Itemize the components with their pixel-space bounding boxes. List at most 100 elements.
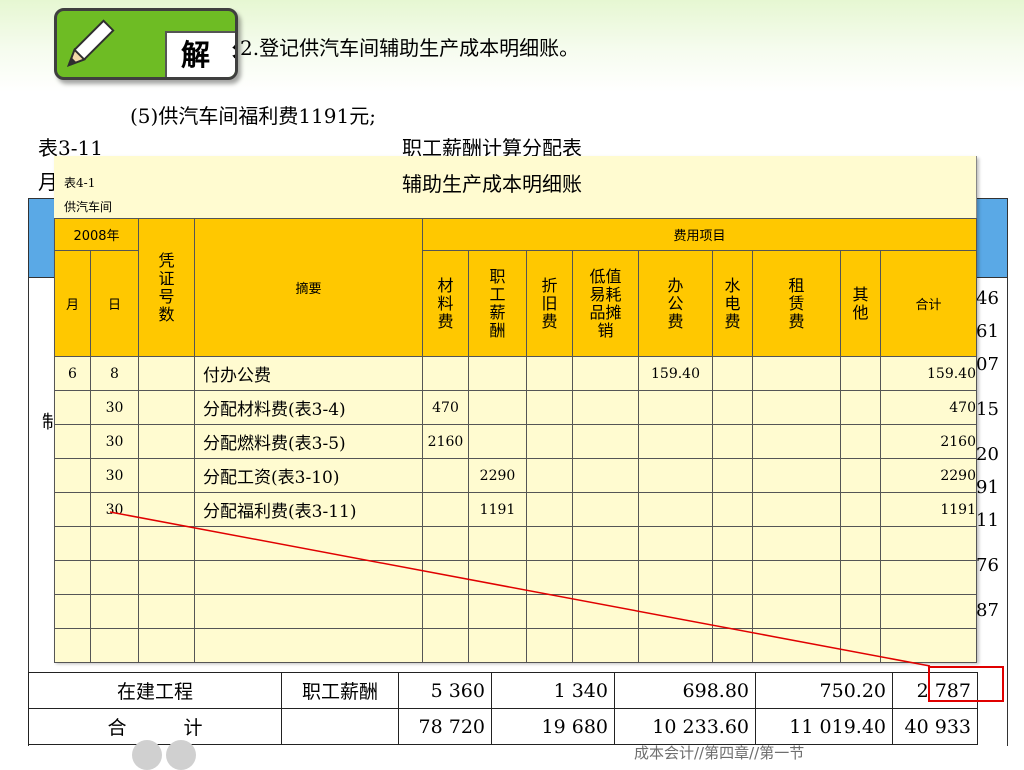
back-cell: 1 340 [491, 672, 615, 709]
cell-month [54, 390, 91, 425]
cost-items-header: 费用项目 [422, 218, 977, 251]
cell-salary: 1191 [468, 492, 527, 527]
table-row: 30 分配福利费(表3-11) 1191 1191 [54, 492, 977, 527]
cell-total [880, 560, 977, 595]
ledger-title: 辅助生产成本明细账 [402, 172, 582, 196]
year-header: 2008年 [54, 218, 139, 251]
table-row [54, 628, 977, 663]
cell-voucher [138, 628, 195, 663]
cell-total: 159.40 [880, 356, 977, 391]
cell-other [840, 628, 881, 663]
cell-total [880, 594, 977, 629]
cell-salary [468, 390, 527, 425]
back-right-num: 20 [976, 444, 999, 465]
cell-low-value [572, 492, 639, 527]
cell-day [90, 526, 139, 561]
back-right-num: 11 [976, 510, 999, 531]
cell-office [638, 628, 713, 663]
cell-other [840, 424, 881, 459]
back-cell: 40 933 [892, 708, 978, 745]
cell-voucher [138, 390, 195, 425]
cell-day [90, 560, 139, 595]
salary-header: 职工薪酬 [468, 250, 527, 357]
back-cell: 10 233.60 [614, 708, 756, 745]
cell-summary [194, 628, 423, 663]
table-row: 30 分配工资(表3-10) 2290 2290 [54, 458, 977, 493]
cell-office: 159.40 [638, 356, 713, 391]
cell-low-value [572, 424, 639, 459]
utilities-header: 水电费 [712, 250, 753, 357]
cell-other [840, 594, 881, 629]
cell-utilities [712, 492, 753, 527]
cell-materials [422, 560, 469, 595]
day-header: 日 [90, 250, 139, 357]
cell-salary [468, 628, 527, 663]
materials-header: 材料费 [422, 250, 469, 357]
cell-low-value [572, 390, 639, 425]
cell-other [840, 492, 881, 527]
cell-utilities [712, 390, 753, 425]
cell-month [54, 526, 91, 561]
month-header: 月 [54, 250, 91, 357]
cell-utilities [712, 594, 753, 629]
cell-depreciation [526, 594, 573, 629]
back-right-num: 87 [976, 600, 999, 621]
cell-office [638, 390, 713, 425]
footer-caption: 成本会计//第四章//第一节 [634, 744, 805, 762]
cell-day: 30 [90, 390, 139, 425]
cell-voucher [138, 492, 195, 527]
ledger-panel: 表4-1 辅助生产成本明细账 供汽车间 2008年 凭证号数 摘要 费用项目 月… [54, 156, 977, 663]
cell-salary [468, 594, 527, 629]
other-header: 其他 [840, 250, 881, 357]
cell-utilities [712, 458, 753, 493]
table-row: 30 分配材料费(表3-4) 470 470 [54, 390, 977, 425]
header-row: 月 日 材料费 职工薪酬 折旧费 低值易耗品摊销 办公费 水电费 租赁费 其他 … [54, 250, 977, 357]
cell-summary [194, 526, 423, 561]
cell-salary [468, 356, 527, 391]
low-value-header: 低值易耗品摊销 [572, 250, 639, 357]
back-cell: 19 680 [491, 708, 615, 745]
cell-total: 470 [880, 390, 977, 425]
cell-salary: 2290 [468, 458, 527, 493]
back-cell: 78 720 [398, 708, 492, 745]
cell-low-value [572, 594, 639, 629]
back-cell: 合 计 [28, 708, 282, 745]
cell-rent [752, 390, 841, 425]
cell-low-value [572, 560, 639, 595]
office-header: 办公费 [638, 250, 713, 357]
back-cell [281, 708, 399, 745]
cell-voucher [138, 424, 195, 459]
decor-dot [132, 740, 162, 770]
back-right-num: 07 [976, 354, 999, 375]
cell-rent [752, 594, 841, 629]
back-right-num: 76 [976, 555, 999, 576]
table-row: 30 分配燃料费(表3-5) 2160 2160 [54, 424, 977, 459]
voucher-header: 凭证号数 [138, 218, 195, 357]
ledger-body: 6 8 付办公费 159.40 159.40 30 分配材料费(表3-4) 470 470 30 分… [54, 356, 977, 663]
cell-rent [752, 628, 841, 663]
back-cell: 698.80 [614, 672, 756, 709]
cell-materials [422, 492, 469, 527]
cell-summary: 分配工资(表3-10) [194, 458, 423, 493]
cell-day: 8 [90, 356, 139, 391]
cell-depreciation [526, 526, 573, 561]
table-row [54, 526, 977, 561]
back-cell: 在建工程 [28, 672, 282, 709]
cell-depreciation [526, 356, 573, 391]
cell-summary: 分配材料费(表3-4) [194, 390, 423, 425]
cell-other [840, 390, 881, 425]
cell-materials [422, 356, 469, 391]
cell-office [638, 594, 713, 629]
cell-voucher [138, 526, 195, 561]
depreciation-header: 折旧费 [526, 250, 573, 357]
cell-voucher [138, 560, 195, 595]
cell-low-value [572, 628, 639, 663]
cell-salary [468, 560, 527, 595]
cell-materials [422, 458, 469, 493]
cell-depreciation [526, 458, 573, 493]
decor-dot [166, 740, 196, 770]
table-row: 合 计 78 720 19 680 10 233.60 11 019.40 40… [28, 708, 978, 745]
back-table-frame [28, 198, 1008, 746]
cell-depreciation [526, 628, 573, 663]
cell-low-value [572, 458, 639, 493]
